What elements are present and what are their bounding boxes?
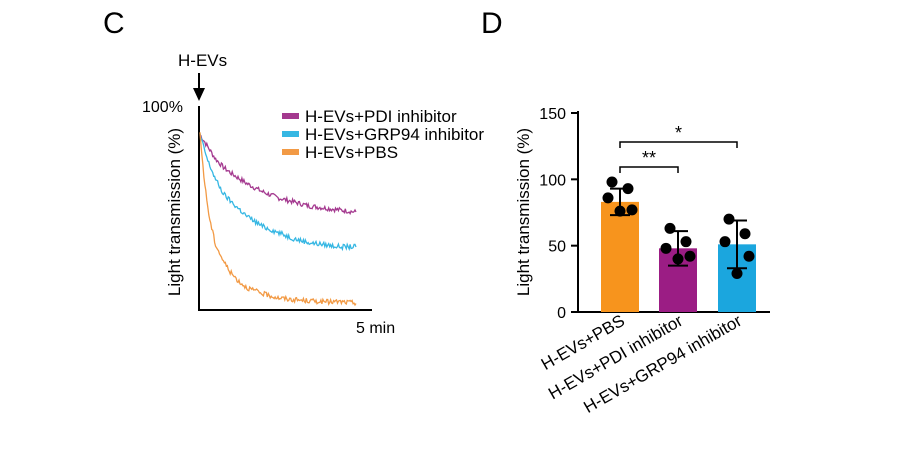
data-point [684, 250, 696, 262]
legend-swatch-3 [282, 149, 299, 155]
significance-label: * [675, 123, 682, 143]
data-point [664, 222, 676, 234]
bars-d [601, 176, 756, 312]
x-tick-end-label: 5 min [356, 320, 395, 337]
legend-swatch-2 [282, 131, 299, 137]
data-point [614, 205, 626, 217]
y-tick-top-label: 100% [142, 99, 183, 116]
legend-label-1: H-EVs+PDI inhibitor [305, 107, 457, 126]
data-point [731, 268, 743, 280]
data-point [672, 253, 684, 265]
bar [601, 201, 639, 312]
trace-1 [199, 134, 357, 216]
trace-3 [199, 132, 357, 307]
significance-bracket [619, 141, 738, 148]
trace-2 [199, 133, 357, 252]
data-point [606, 176, 618, 188]
data-point [602, 192, 614, 204]
series-group-c [199, 132, 357, 307]
legend-swatch-1 [282, 113, 299, 119]
y-ticks-d: 0 50 100 150 [539, 106, 578, 322]
data-point [626, 204, 638, 216]
panel-letter-c: C [103, 7, 125, 40]
panel-letter-d: D [481, 7, 503, 40]
data-point [739, 228, 751, 240]
panel-c: C H-EVs 100% Light transmission (%) 5 mi… [103, 7, 484, 337]
annotation-arrow [193, 73, 205, 101]
significance-bracket [619, 166, 679, 173]
significance-label: ** [642, 148, 656, 168]
data-point [622, 183, 634, 195]
legend-label-3: H-EVs+PBS [305, 143, 398, 162]
y-tick-label: 150 [539, 106, 566, 123]
significance-brackets: *** [619, 123, 738, 173]
data-point [723, 213, 735, 225]
data-point [719, 236, 731, 248]
data-point [743, 250, 755, 262]
data-point [660, 242, 672, 254]
y-tick-label: 0 [557, 305, 566, 322]
legend-label-2: H-EVs+GRP94 inhibitor [305, 125, 484, 144]
y-axis-label-c: Light transmission (%) [165, 128, 184, 296]
data-point [680, 236, 692, 248]
y-axis-label-d: Light transmission (%) [514, 128, 533, 296]
annotation-label: H-EVs [178, 51, 227, 70]
y-tick-label: 50 [548, 239, 566, 256]
y-tick-label: 100 [539, 172, 566, 189]
